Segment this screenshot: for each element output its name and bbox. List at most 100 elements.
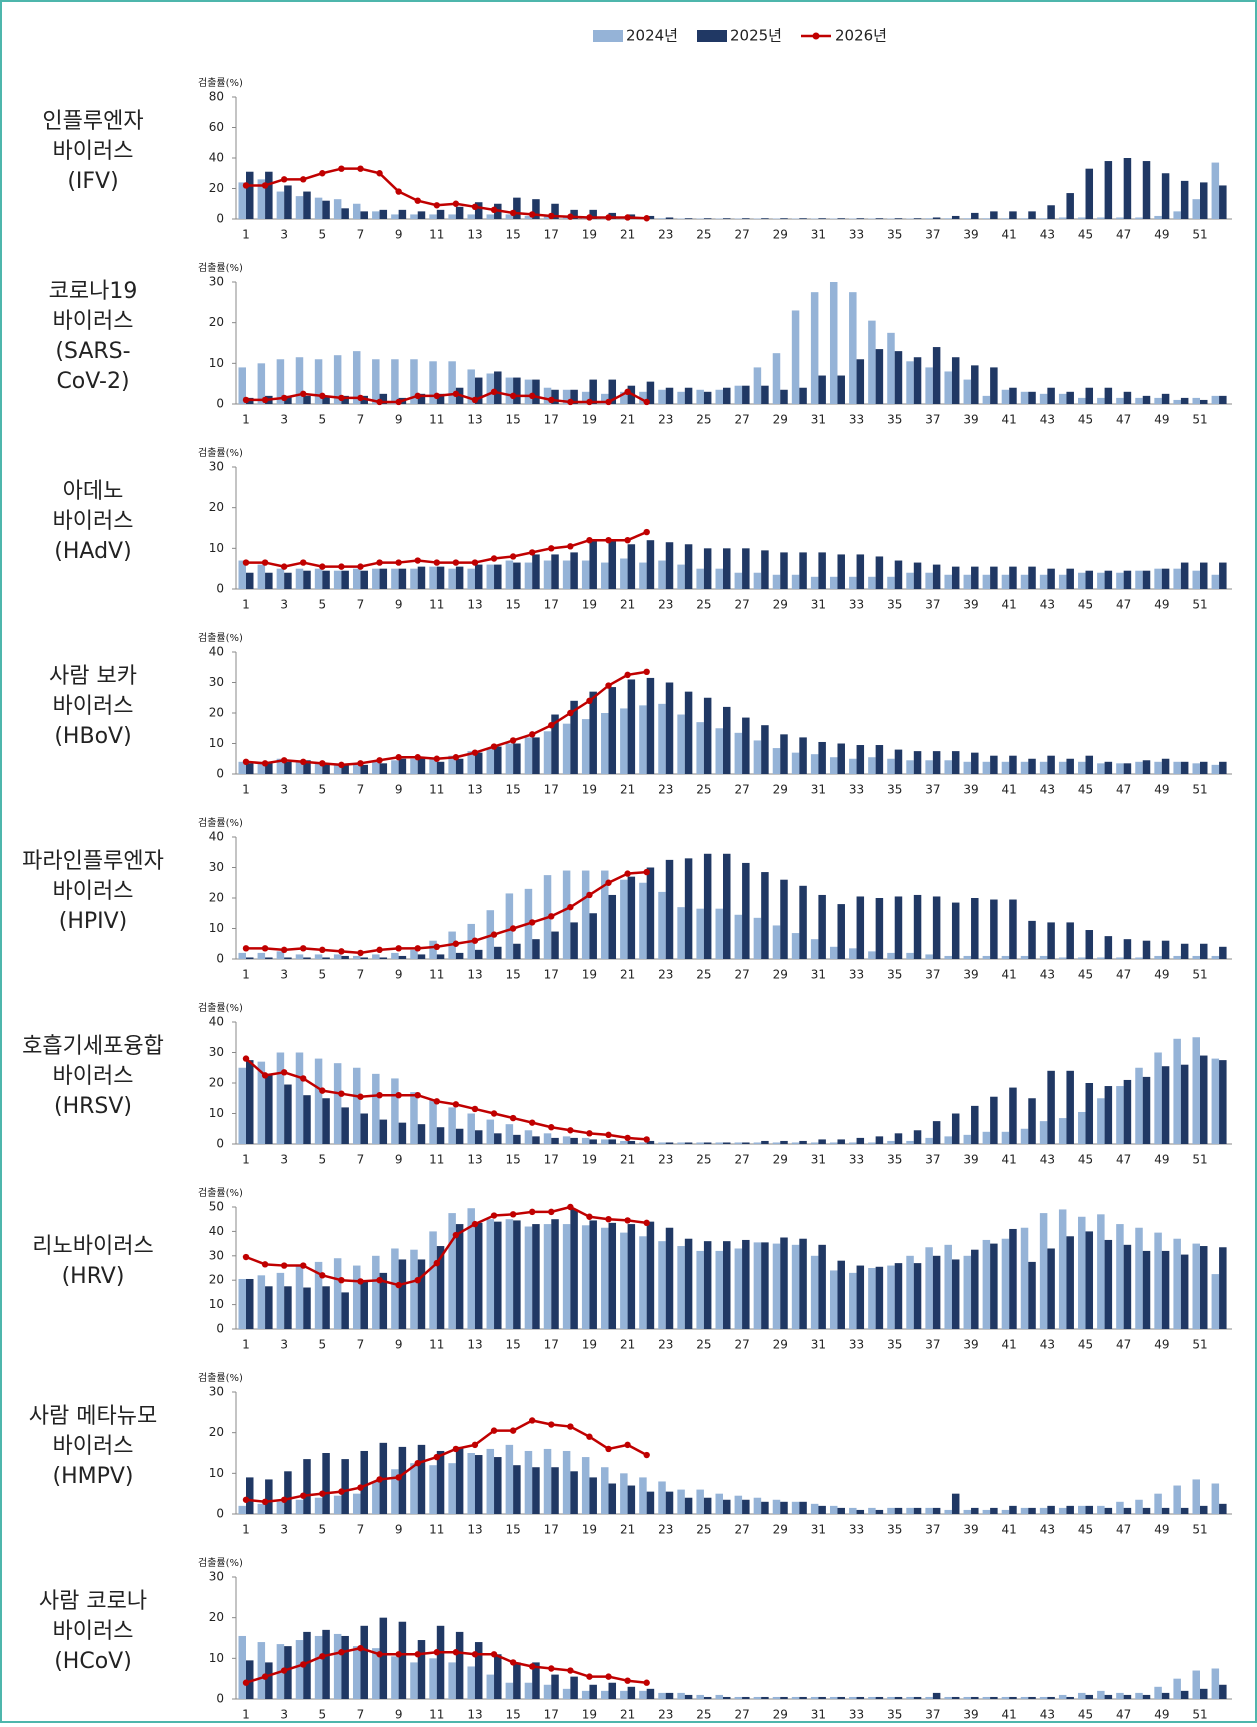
bar [983,762,991,774]
x-tick-label: 31 [811,1523,826,1537]
line-point [338,948,344,954]
x-tick-label: 21 [620,413,635,427]
line-point [300,1661,306,1667]
bar [792,1697,800,1699]
x-tick-label: 15 [505,1708,520,1722]
panel-title: (HRV) [62,1264,125,1289]
bar [532,1224,540,1329]
bar [799,218,807,219]
bar [685,858,693,959]
line-point [605,1132,611,1138]
x-tick-label: 1 [242,1153,250,1167]
bar [303,1095,311,1144]
line-point [281,1497,287,1503]
bar [830,757,838,774]
y-axis-label: 검출률(%) [198,262,243,274]
line-point [338,165,344,171]
line-point [453,201,459,207]
bar [1059,217,1067,219]
bar [780,552,788,589]
x-tick-label: 19 [582,1153,597,1167]
bar [1181,1508,1189,1514]
x-tick-label: 25 [696,783,711,797]
bar [487,1675,495,1699]
bar [303,192,311,219]
line-point [624,870,630,876]
bar [296,1640,304,1699]
bar [830,1142,838,1144]
x-tick-label: 15 [505,598,520,612]
bar [658,1241,666,1329]
x-tick-label: 15 [505,1153,520,1167]
x-tick-label: 9 [395,1153,403,1167]
bar [487,1120,495,1144]
x-tick-label: 47 [1116,1153,1131,1167]
bar [742,1240,750,1329]
line-point [586,1673,592,1679]
bar [1181,1065,1189,1144]
bar [563,1689,571,1699]
bar [1154,1494,1162,1514]
bar [677,1142,685,1144]
x-tick-label: 9 [395,968,403,982]
bar [1097,763,1105,774]
bar [284,957,292,959]
bar [1181,1691,1189,1699]
x-tick-label: 5 [318,968,326,982]
y-tick-label: 30 [209,275,224,289]
bar [296,954,304,959]
bar [849,1697,857,1699]
bar [696,1490,704,1514]
y-tick-label: 20 [209,891,224,905]
bar [239,953,247,959]
bar [761,218,769,219]
bar [296,1053,304,1145]
legend-label: 2025년 [730,27,782,45]
bar [990,367,998,404]
x-tick-label: 33 [849,1523,864,1537]
x-tick-label: 49 [1154,1523,1169,1537]
line-point [567,543,573,549]
x-tick-label: 43 [1040,1153,1055,1167]
bar [1002,1239,1010,1329]
bar [628,1486,636,1514]
x-tick-label: 21 [620,968,635,982]
bar [1021,218,1029,219]
line-point [548,1421,554,1427]
bar [1105,762,1113,774]
bar [1066,1236,1074,1329]
bar [658,561,666,589]
line-point [586,1434,592,1440]
x-tick-label: 41 [1002,413,1017,427]
bar [1086,930,1094,959]
x-tick-label: 41 [1002,1708,1017,1722]
bar [868,1697,876,1699]
bar [944,575,952,589]
bar [353,1646,361,1699]
bar [525,1130,533,1144]
bar [1047,1697,1055,1699]
bar [639,1236,647,1329]
line-point [586,698,592,704]
line-point [415,393,421,399]
bar [914,751,922,774]
line-point [567,399,573,405]
bar [754,573,762,589]
bar [1219,1247,1227,1329]
bar [647,540,655,589]
bar [1212,1059,1220,1144]
x-tick-label: 13 [467,1338,482,1352]
bar [284,1471,292,1514]
line-point [453,941,459,947]
bar [1154,762,1162,774]
x-tick-label: 31 [811,413,826,427]
bar [532,554,540,589]
bar [1173,1039,1181,1144]
x-tick-label: 15 [505,968,520,982]
y-tick-label: 10 [209,921,224,935]
bar [723,1142,731,1144]
bar [716,728,724,774]
bar [723,1241,731,1329]
bar [742,718,750,774]
bar [334,1496,342,1514]
